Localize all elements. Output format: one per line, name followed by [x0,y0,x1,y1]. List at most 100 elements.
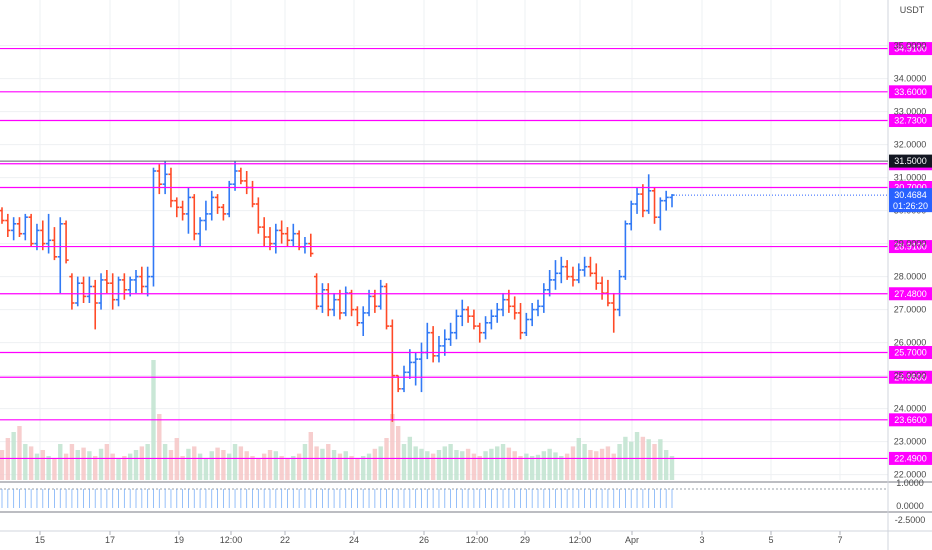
volume-bar [104,444,110,480]
ohlc-bar [0,207,5,224]
volume-bar [296,453,302,480]
ohlc-bar [331,293,337,317]
volume-bar [291,456,296,480]
volume-bar [23,444,28,480]
ohlc-bar [162,161,168,195]
volume-bar [419,448,424,480]
price-tick-label: 26.0000 [894,338,927,348]
volume-bar [139,446,145,480]
volume-bar [127,453,133,480]
reference-level-value: 31.5000 [894,156,927,166]
level-price-tag [889,240,932,254]
ohlc-bar [86,276,92,303]
volume-bar [395,426,401,480]
time-tick-label: 17 [105,535,115,545]
ohlc-bar [529,303,535,327]
ohlc-bar [669,194,675,208]
volume-bar [256,458,261,480]
ohlc-bar [104,270,110,294]
volume-bar [331,450,337,480]
ohlc-bar [354,306,360,327]
ohlc-bar [156,164,162,195]
ohlc-bar [145,266,151,297]
level-price-tag [889,85,932,99]
level-price-tag [889,42,932,56]
volume-bar [279,456,284,480]
volume-bar [646,439,651,480]
ohlc-bar [628,200,634,231]
volume-bar [308,432,313,480]
ohlc-bar [220,204,226,221]
reference-level-tag [889,154,932,168]
ohlc-bar [587,256,594,277]
volume-bar [495,446,500,480]
time-tick-label: 7 [837,535,842,545]
indicator-tick-label: 0.0000 [896,501,924,511]
volume-bar [617,444,622,480]
level-price-tag [889,413,932,427]
ohlc-bar [488,309,494,330]
volume-bar [518,456,523,480]
ohlc-bar [255,197,261,234]
ohlc-bar [197,217,203,247]
volume-bar [40,450,45,480]
ohlc-bar [127,276,133,297]
level-price-label: 32.7300 [894,116,927,126]
price-pane-background [0,0,888,480]
time-tick-label: 5 [768,535,773,545]
volume-bar [378,446,383,480]
volume-bar [605,446,611,480]
volume-bar [436,450,442,480]
volume-bar [75,450,80,480]
volume-bar [652,444,657,480]
volume-bar [162,444,168,480]
volume-bar [238,446,244,480]
volume-bar [227,453,232,480]
ohlc-bar [378,279,384,310]
volume-bar [34,453,40,480]
level-price-label: 22.4900 [894,453,927,463]
last-price-value: 30.4684 [894,190,927,200]
ohlc-bar [599,276,605,300]
ohlc-bar [471,309,477,330]
volume-bar [343,451,348,480]
level-price-tag [889,114,932,128]
volume-bar [110,453,115,480]
ohlc-bar [314,273,320,310]
volume-bar [63,453,69,480]
bar-countdown: 01:26:20 [893,201,928,211]
volume-bar [337,453,343,480]
horizontal-levels[interactable]: 34.910033.600032.730031.420030.700028.91… [0,42,932,465]
volume-bar [192,446,197,480]
volume-bar [483,451,488,480]
ohlc-bar [564,260,570,280]
volume-bar [302,444,308,480]
volume-bar [529,456,535,480]
time-axis[interactable]: 15 17 19 12:00 22 24 26 12:00 29 12:00 Apr 3 5 7 [35,531,843,545]
volume-bar [361,456,366,480]
volume-bar [454,450,459,480]
volume-bar [582,444,587,480]
volume-bar [430,453,436,480]
ohlc-bar [337,289,343,320]
time-tick-label: Apr [625,535,639,545]
volume-bar [17,426,22,480]
ohlc-bar [69,273,75,310]
volume-bar [69,444,75,480]
ohlc-bar [28,213,34,247]
volume-bar [634,432,640,480]
ohlc-bar [401,365,407,393]
ohlc-bar [663,190,669,211]
ohlc-bar [442,329,448,356]
ohlc-bar [98,273,104,310]
volume-bar [448,444,453,480]
ohlc-bar [389,319,395,422]
volume-bar [273,451,279,480]
ohlc-bar [92,279,98,330]
volume-bar [570,446,576,480]
level-price-label: 33.6000 [894,87,927,97]
time-tick-label: 22 [280,535,290,545]
volume-bar [87,451,92,480]
